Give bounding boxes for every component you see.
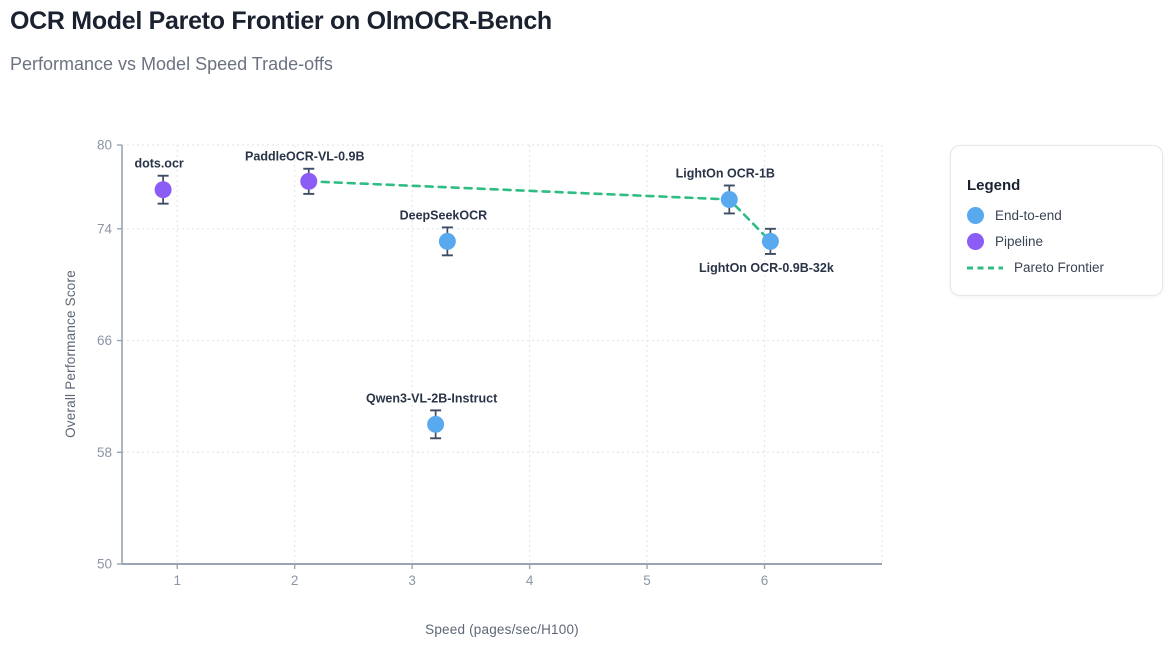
page-subtitle: Performance vs Model Speed Trade-offs <box>10 54 333 75</box>
y-tick-label: 50 <box>97 557 112 572</box>
point-label: Qwen3-VL-2B-Instruct <box>366 391 498 405</box>
x-tick-label: 1 <box>173 573 181 588</box>
data-point-paddleocr-vl-0-9b[interactable] <box>300 172 318 190</box>
y-tick-label: 66 <box>97 333 112 348</box>
x-tick-label: 3 <box>408 573 416 588</box>
point-label: LightOn OCR-0.9B-32k <box>699 261 834 275</box>
point-label: DeepSeekOCR <box>400 208 488 222</box>
data-point-deepseekocr[interactable] <box>438 232 456 250</box>
point-label: LightOn OCR-1B <box>676 167 775 181</box>
pareto-frontier-line <box>307 180 772 243</box>
data-point-lighton-ocr-1b[interactable] <box>720 190 738 208</box>
x-tick-label: 4 <box>526 573 534 588</box>
legend-marker-circle-icon <box>967 207 984 224</box>
legend-items: End-to-end Pipeline Pareto Frontier <box>967 207 1146 276</box>
data-point-qwen3-vl-2b-instruct[interactable] <box>427 415 445 433</box>
x-tick-label: 6 <box>761 573 769 588</box>
legend-item-pipeline[interactable]: Pipeline <box>967 233 1146 250</box>
legend-item-label: End-to-end <box>995 208 1062 223</box>
point-label: PaddleOCR-VL-0.9B <box>245 150 364 164</box>
data-point-lighton-ocr-0-9b-32k[interactable] <box>761 232 779 250</box>
legend-item-label: Pipeline <box>995 234 1044 249</box>
legend-title: Legend <box>967 177 1021 194</box>
data-point-dots-ocr[interactable] <box>154 181 172 199</box>
y-axis-title: Overall Performance Score <box>63 270 78 438</box>
x-axis-title: Speed (pages/sec/H100) <box>425 622 579 637</box>
y-tick-label: 58 <box>97 445 112 460</box>
legend-marker-circle-icon <box>967 233 984 250</box>
chart-header: OCR Model Pareto Frontier on OlmOCR-Benc… <box>10 6 910 75</box>
legend-item-label: Pareto Frontier <box>1014 260 1105 275</box>
point-label: dots.ocr <box>134 157 183 171</box>
legend-marker-dashed-line-icon <box>967 266 1003 269</box>
x-tick-label: 5 <box>643 573 651 588</box>
y-tick-label: 80 <box>97 138 112 153</box>
x-tick-label: 2 <box>291 573 299 588</box>
legend-panel: Legend End-to-end Pipeline Pareto Frontier <box>950 145 1163 296</box>
y-tick-label: 74 <box>97 221 113 236</box>
page-title: OCR Model Pareto Frontier on OlmOCR-Benc… <box>10 7 552 35</box>
legend-item-pareto-frontier[interactable]: Pareto Frontier <box>967 259 1146 276</box>
legend-item-end-to-end[interactable]: End-to-end <box>967 207 1146 224</box>
